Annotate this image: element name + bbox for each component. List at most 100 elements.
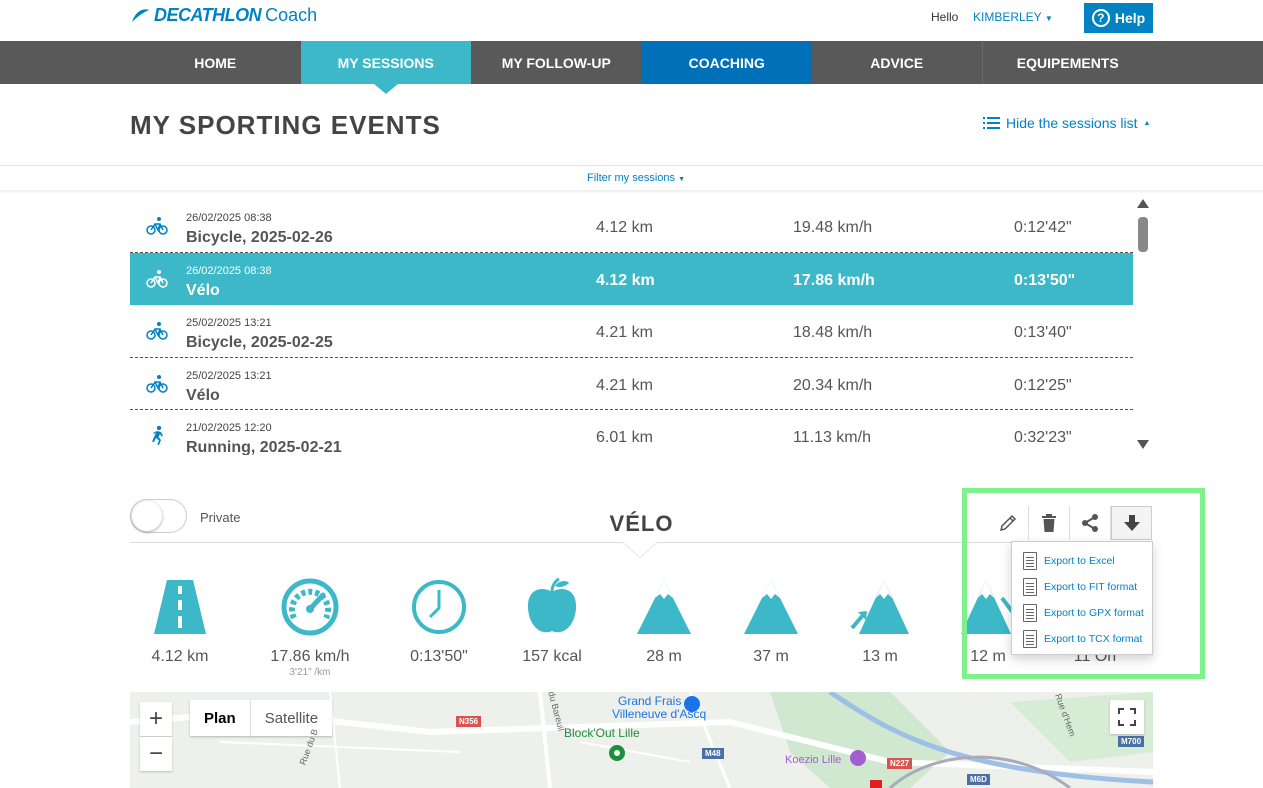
zoom-in-button[interactable]: +	[140, 702, 172, 736]
hide-sessions-list-label: Hide the sessions list	[1006, 115, 1138, 131]
page-title: MY SPORTING EVENTS	[130, 110, 441, 140]
session-distance: 4.12 km	[596, 219, 653, 236]
session-distance: 4.12 km	[596, 271, 655, 289]
bicycle-icon	[146, 217, 168, 235]
caret-up-icon: ▲	[1143, 119, 1151, 127]
speedometer-icon	[281, 578, 339, 636]
stat-elevation-max: 37 m	[721, 578, 821, 666]
export-excel-item[interactable]: Export to Excel	[1012, 548, 1152, 574]
session-speed: 19.48 km/h	[793, 219, 873, 236]
download-button[interactable]	[1111, 506, 1152, 540]
help-button[interactable]: ? Help	[1084, 3, 1153, 33]
stat-calories-value: 157 kcal	[522, 648, 582, 665]
stat-distance-value: 4.12 km	[151, 648, 209, 665]
stat-elevation-min: 28 m	[614, 578, 714, 666]
download-arrow-icon	[1123, 515, 1140, 531]
mountain-icon	[637, 580, 691, 634]
export-tcx-item[interactable]: Export to TCX format	[1012, 626, 1152, 652]
session-name: Vélo	[186, 386, 220, 404]
private-label: Private	[200, 510, 241, 525]
map-road-m6d: M6D	[967, 774, 990, 785]
session-stats: 4.12 km 17.86 km/h 3'21" /km 0:13'50" 15…	[130, 578, 1153, 678]
fullscreen-button[interactable]	[1110, 700, 1144, 734]
filter-sessions-toggle[interactable]: Filter my sessions ▼	[587, 172, 685, 184]
scroll-up-arrow-icon[interactable]	[1137, 199, 1149, 208]
divider	[0, 165, 1263, 166]
share-button[interactable]	[1070, 506, 1111, 540]
stat-distance: 4.12 km	[130, 578, 230, 666]
stat-speed-value: 17.86 km/h	[270, 648, 350, 665]
scroll-down-arrow-icon[interactable]	[1137, 440, 1149, 449]
export-gpx-item[interactable]: Export to GPX format	[1012, 600, 1152, 626]
map-road-m48: M48	[702, 748, 724, 759]
decathlon-logo-icon	[132, 8, 149, 22]
nav-coaching[interactable]: COACHING	[641, 41, 812, 84]
stat-ascent-value: 13 m	[862, 648, 898, 665]
stat-descent-value: 12 m	[970, 648, 1006, 665]
map-label-koezio: Koezio Lille	[785, 754, 842, 766]
hide-sessions-list-link[interactable]: Hide the sessions list ▲	[983, 115, 1150, 131]
document-icon	[1023, 630, 1037, 648]
session-row[interactable]: 25/02/2025 13:21 Vélo 4.21 km 20.34 km/h…	[130, 358, 1133, 410]
session-row[interactable]: 26/02/2025 08:38 Bicycle, 2025-02-26 4.1…	[130, 200, 1133, 253]
export-gpx-label: Export to GPX format	[1044, 607, 1144, 619]
map-type-toggle: Plan Satellite	[190, 700, 333, 736]
bicycle-icon	[146, 269, 168, 288]
map-type-plan[interactable]: Plan	[204, 709, 236, 727]
bicycle-icon	[146, 374, 168, 393]
top-bar: DECATHLON Coach Hello KIMBERLEY ▼ ? Help	[0, 0, 1263, 41]
pencil-icon	[999, 514, 1017, 532]
map-road-n227: N227	[887, 758, 913, 769]
session-date: 21/02/2025 12:20	[186, 422, 272, 434]
session-duration: 0:32'23"	[1014, 429, 1072, 446]
session-speed: 17.86 km/h	[793, 271, 875, 289]
session-map[interactable]: + − Plan Satellite Grand Frais Villeneuv…	[130, 692, 1153, 788]
nav-equipements[interactable]: EQUIPEMENTS	[1016, 54, 1119, 71]
stat-pace-value: 3'21" /km	[289, 667, 331, 678]
export-tcx-label: Export to TCX format	[1044, 633, 1143, 645]
question-icon: ?	[1091, 9, 1110, 27]
filter-label: Filter my sessions	[587, 172, 676, 184]
stat-elevation-max-value: 37 m	[753, 648, 789, 665]
apple-icon	[527, 578, 577, 633]
session-date: 25/02/2025 13:21	[186, 369, 272, 382]
map-road-m700: M700	[1118, 736, 1145, 747]
user-menu[interactable]: KIMBERLEY ▼	[973, 10, 1053, 24]
delete-button[interactable]	[1029, 506, 1070, 540]
stat-speed: 17.86 km/h 3'21" /km	[260, 578, 360, 678]
sessions-scrollbar[interactable]	[1135, 197, 1152, 454]
stat-ascent: 13 m	[830, 578, 930, 666]
session-row[interactable]: 21/02/2025 12:20 Running, 2025-02-21 6.0…	[130, 410, 1133, 455]
session-name: Bicycle, 2025-02-25	[186, 334, 333, 351]
map-label-villeneuve: Villeneuve d'Ascq	[612, 707, 707, 721]
session-row-selected[interactable]: 26/02/2025 08:38 Vélo 4.12 km 17.86 km/h…	[130, 252, 1133, 305]
bicycle-icon	[146, 322, 168, 340]
private-toggle[interactable]	[130, 499, 187, 533]
session-speed: 20.34 km/h	[793, 376, 873, 394]
nav-advice[interactable]: ADVICE	[812, 41, 983, 84]
export-fit-label: Export to FIT format	[1044, 581, 1138, 593]
nav-home[interactable]: HOME	[194, 54, 237, 71]
decathlon-coach-logo[interactable]: DECATHLON Coach	[130, 5, 317, 26]
map-road-n356: N356	[456, 716, 482, 727]
logo-brand-text: DECATHLON	[154, 5, 262, 25]
trash-icon	[1042, 514, 1056, 532]
nav-my-sessions[interactable]: MY SESSIONS	[300, 41, 471, 94]
nav-my-follow-up[interactable]: MY FOLLOW-UP	[501, 54, 611, 71]
road-icon	[154, 580, 206, 634]
edit-button[interactable]	[988, 506, 1029, 540]
event-actions	[988, 506, 1152, 540]
session-duration: 0:12'42"	[1014, 219, 1072, 236]
session-row[interactable]: 25/02/2025 13:21 Bicycle, 2025-02-25 4.2…	[130, 305, 1133, 358]
map-type-satellite[interactable]: Satellite	[249, 700, 332, 736]
session-duration: 0:12'25"	[1014, 376, 1072, 394]
mountain-icon	[744, 580, 798, 634]
scrollbar-thumb[interactable]	[1138, 217, 1148, 252]
toggle-knob	[132, 501, 162, 531]
list-icon	[983, 117, 1000, 129]
zoom-out-button[interactable]: −	[140, 737, 172, 771]
help-label: Help	[1114, 10, 1146, 26]
session-name: Vélo	[186, 281, 220, 299]
export-fit-item[interactable]: Export to FIT format	[1012, 574, 1152, 600]
session-duration: 0:13'40"	[1014, 324, 1072, 341]
